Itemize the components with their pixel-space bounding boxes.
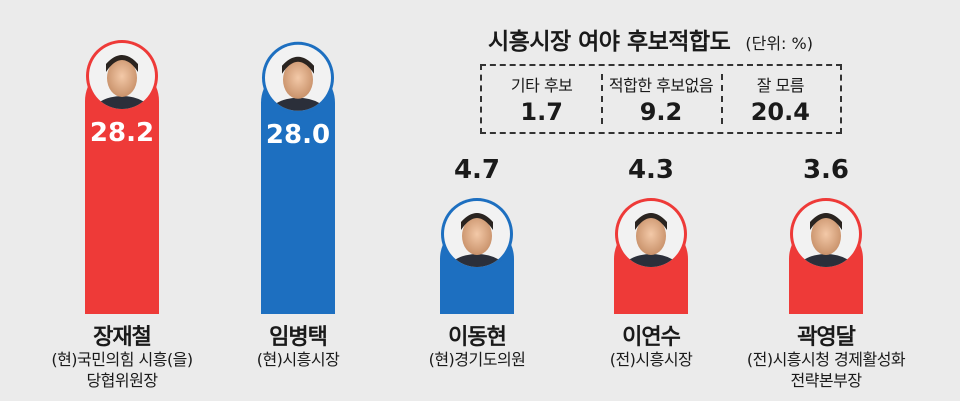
candidate-name: 이연수 xyxy=(622,325,681,350)
chart-title: 시흥시장 여야 후보적합도 xyxy=(488,29,731,55)
value-label-1: 28.2 xyxy=(90,118,154,148)
avatar-1 xyxy=(86,40,158,112)
other-label: 기타 후보 xyxy=(510,76,573,95)
other-responses-box: 기타 후보 1.7 적합한 후보없음 9.2 잘 모름 20.4 xyxy=(480,64,842,134)
candidate-role-line: (현)경기도의원 xyxy=(428,350,526,369)
bar-2 xyxy=(261,65,335,314)
other-label: 적합한 후보없음 xyxy=(608,76,714,95)
candidate-role: (현)국민의힘 시흥(을) 당협위원장 xyxy=(2,349,242,391)
candidate-role: (전)시흥시장 xyxy=(531,349,771,370)
other-value: 9.2 xyxy=(639,98,683,126)
other-value: 20.4 xyxy=(750,98,810,126)
candidate-role-line: (현)시흥시장 xyxy=(256,350,340,369)
value-label-3: 4.7 xyxy=(454,155,500,185)
value-label-5: 3.6 xyxy=(803,155,849,185)
candidate-role-line: 전략본부장 xyxy=(790,371,862,390)
other-cell-etc: 기타 후보 1.7 xyxy=(482,66,601,132)
value-label-4: 4.3 xyxy=(628,155,674,185)
candidate-role: (현)경기도의원 xyxy=(357,349,597,370)
candidate-name: 이동현 xyxy=(448,325,507,350)
other-cell-unknown: 잘 모름 20.4 xyxy=(720,66,840,132)
chart-title-block: 시흥시장 여야 후보적합도 (단위: %) xyxy=(488,22,813,56)
candidate-role: (현)시흥시장 xyxy=(178,349,418,370)
other-value: 1.7 xyxy=(520,98,563,126)
candidate-role-line: (전)시흥시장 xyxy=(609,350,693,369)
unit-label: (단위: %) xyxy=(745,34,813,53)
candidate-role-line: (전)시흥시청 경제활성화 xyxy=(746,350,906,369)
other-label: 잘 모름 xyxy=(756,76,805,95)
candidate-role-line: (현)국민의힘 시흥(을) xyxy=(51,350,193,369)
value-label-2: 28.0 xyxy=(266,120,330,150)
avatar-4 xyxy=(615,198,687,270)
candidate-name: 임병택 xyxy=(269,325,328,350)
other-cell-none: 적합한 후보없음 9.2 xyxy=(601,66,720,132)
candidate-name: 곽영달 xyxy=(797,325,856,350)
avatar-3 xyxy=(441,198,513,270)
avatar-2 xyxy=(262,41,334,114)
candidate-name: 장재철 xyxy=(93,325,152,350)
avatar-5 xyxy=(790,198,862,270)
bar-1 xyxy=(85,64,159,314)
candidate-role-line: 당협위원장 xyxy=(86,371,158,390)
